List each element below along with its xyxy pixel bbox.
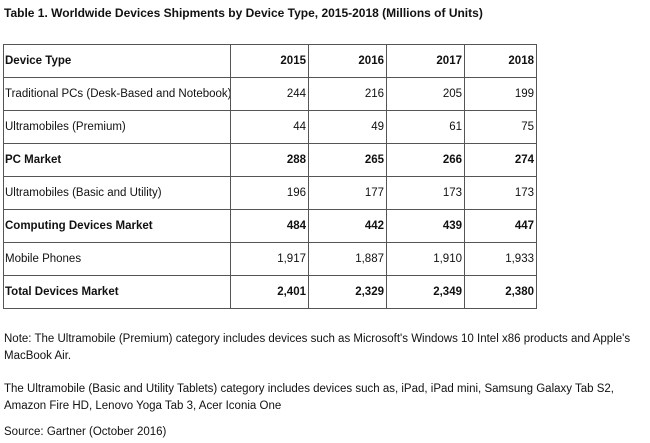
cell-value: 196 <box>230 176 309 210</box>
cell-value: 266 <box>386 143 465 177</box>
cell-value: 2,401 <box>230 275 309 309</box>
table-header-row: Device Type 2015 2016 2017 2018 <box>3 44 537 78</box>
table-row-subtotal: PC Market 288 265 266 274 <box>3 143 537 177</box>
cell-value: 2,329 <box>308 275 387 309</box>
cell-value: 173 <box>386 176 465 210</box>
cell-value: 274 <box>464 143 537 177</box>
cell-value: 2,380 <box>464 275 537 309</box>
cell-value: 1,910 <box>386 242 465 276</box>
cell-value: 44 <box>230 110 309 144</box>
cell-value: 199 <box>464 77 537 111</box>
row-label: Traditional PCs (Desk-Based and Notebook… <box>3 77 231 111</box>
source-note: Source: Gartner (October 2016) <box>4 426 167 438</box>
cell-value: 1,917 <box>230 242 309 276</box>
row-label: Ultramobiles (Premium) <box>3 110 231 144</box>
note-ultramobile-basic: The Ultramobile (Basic and Utility Table… <box>4 383 614 412</box>
column-header-2017: 2017 <box>386 44 465 78</box>
cell-value: 205 <box>386 77 465 111</box>
table-row: Mobile Phones 1,917 1,887 1,910 1,933 <box>3 242 537 276</box>
cell-value: 244 <box>230 77 309 111</box>
table-row-total: Total Devices Market 2,401 2,329 2,349 2… <box>3 275 537 309</box>
cell-value: 1,887 <box>308 242 387 276</box>
cell-value: 2,349 <box>386 275 465 309</box>
table-row-subtotal: Computing Devices Market 484 442 439 447 <box>3 209 537 243</box>
row-label: Ultramobiles (Basic and Utility) <box>3 176 231 210</box>
cell-value: 177 <box>308 176 387 210</box>
cell-value: 75 <box>464 110 537 144</box>
row-label: Computing Devices Market <box>3 209 231 243</box>
row-label: Total Devices Market <box>3 275 231 309</box>
cell-value: 1,933 <box>464 242 537 276</box>
table-row: Ultramobiles (Basic and Utility) 196 177… <box>3 176 537 210</box>
column-header-2015: 2015 <box>230 44 309 78</box>
cell-value: 61 <box>386 110 465 144</box>
cell-value: 173 <box>464 176 537 210</box>
cell-value: 216 <box>308 77 387 111</box>
row-label: Mobile Phones <box>3 242 231 276</box>
cell-value: 447 <box>464 209 537 243</box>
note-ultramobile-premium: Note: The Ultramobile (Premium) category… <box>4 333 631 362</box>
column-header-device-type: Device Type <box>3 44 231 78</box>
cell-value: 442 <box>308 209 387 243</box>
row-label: PC Market <box>3 143 231 177</box>
table-row: Ultramobiles (Premium) 44 49 61 75 <box>3 110 537 144</box>
table-title: Table 1. Worldwide Devices Shipments by … <box>4 6 483 20</box>
cell-value: 484 <box>230 209 309 243</box>
cell-value: 288 <box>230 143 309 177</box>
table-row: Traditional PCs (Desk-Based and Notebook… <box>3 77 537 111</box>
cell-value: 49 <box>308 110 387 144</box>
cell-value: 439 <box>386 209 465 243</box>
cell-value: 265 <box>308 143 387 177</box>
column-header-2016: 2016 <box>308 44 387 78</box>
device-shipments-table: Device Type 2015 2016 2017 2018 Traditio… <box>3 44 537 309</box>
column-header-2018: 2018 <box>464 44 537 78</box>
